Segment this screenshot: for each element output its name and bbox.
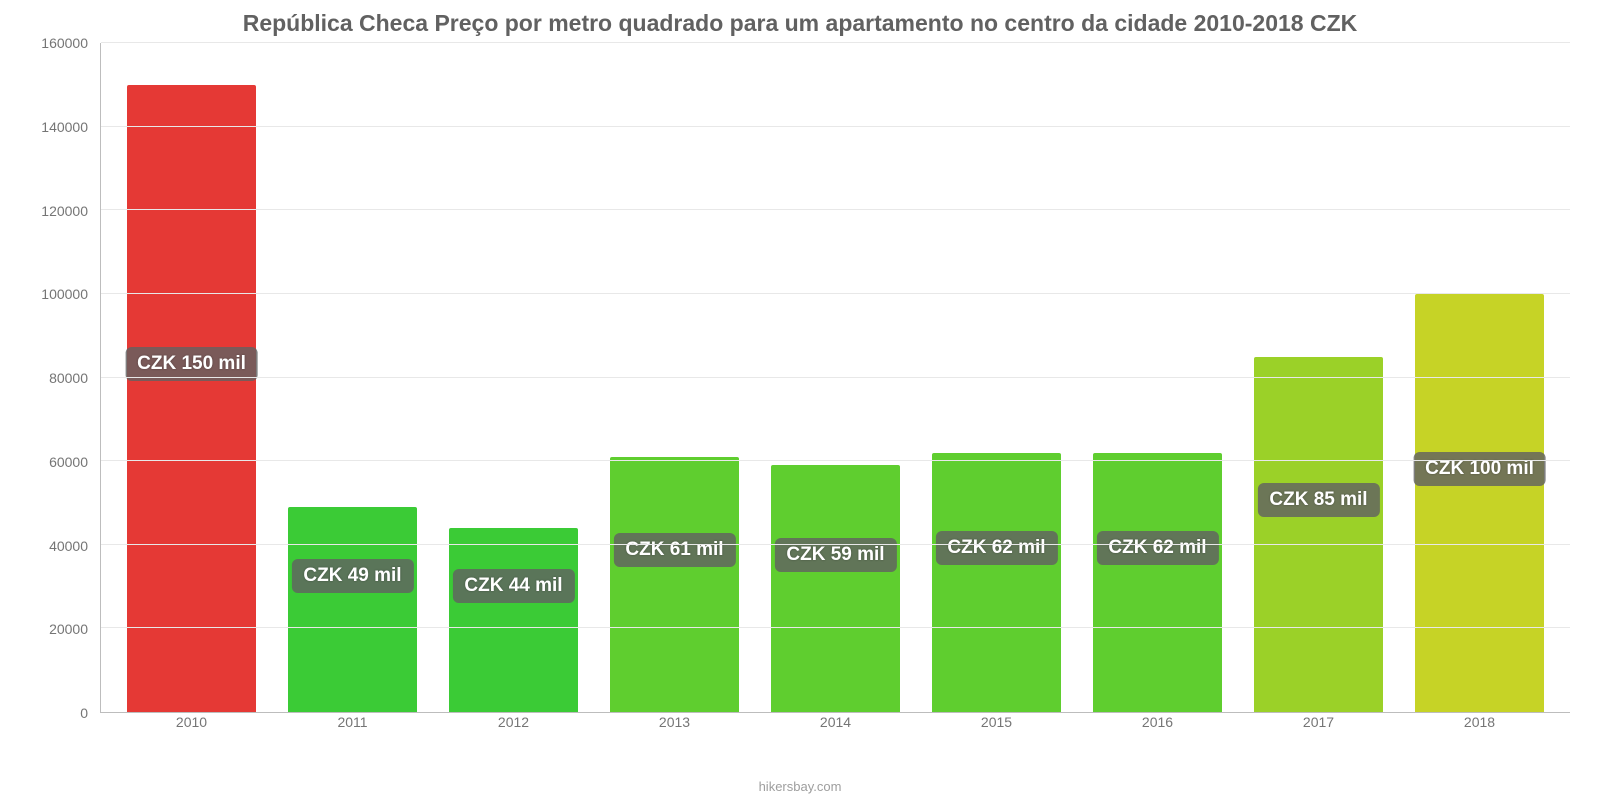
- bar-value-label: CZK 62 mil: [1096, 531, 1218, 565]
- bar-slot: CZK 49 mil: [272, 43, 433, 712]
- gridline: [101, 126, 1570, 127]
- x-tick: 2014: [755, 714, 916, 734]
- y-tick: 160000: [41, 35, 88, 51]
- gridline: [101, 42, 1570, 43]
- x-tick: 2018: [1399, 714, 1560, 734]
- plot-area: 0200004000060000800001000001200001400001…: [100, 43, 1570, 733]
- y-tick: 40000: [49, 538, 88, 554]
- bar: [288, 507, 417, 712]
- bar: [932, 453, 1061, 712]
- y-tick: 60000: [49, 454, 88, 470]
- gridline: [101, 293, 1570, 294]
- bar: [1415, 294, 1544, 712]
- bar-value-label: CZK 49 mil: [291, 559, 413, 593]
- chart-footer: hikersbay.com: [0, 779, 1600, 794]
- bar: [771, 465, 900, 712]
- bars-group: CZK 150 mil CZK 49 mil CZK 44 mil CZK 61 mi…: [101, 43, 1570, 712]
- gridline: [101, 377, 1570, 378]
- y-tick: 100000: [41, 286, 88, 302]
- chart-container: República Checa Preço por metro quadrado…: [0, 0, 1600, 800]
- bar-value-label: CZK 62 mil: [935, 531, 1057, 565]
- bar: [449, 528, 578, 712]
- bar-slot: CZK 62 mil: [916, 43, 1077, 712]
- x-tick: 2016: [1077, 714, 1238, 734]
- y-tick: 80000: [49, 370, 88, 386]
- x-tick: 2011: [272, 714, 433, 734]
- x-tick: 2017: [1238, 714, 1399, 734]
- x-tick: 2015: [916, 714, 1077, 734]
- y-tick: 120000: [41, 203, 88, 219]
- bar: [1093, 453, 1222, 712]
- bar-value-label: CZK 61 mil: [613, 533, 735, 567]
- bar: [127, 85, 256, 712]
- chart-title: República Checa Preço por metro quadrado…: [20, 10, 1580, 37]
- x-tick: 2013: [594, 714, 755, 734]
- bar-slot: CZK 100 mil: [1399, 43, 1560, 712]
- bar-slot: CZK 150 mil: [111, 43, 272, 712]
- bar: [610, 457, 739, 712]
- bar-value-label: CZK 59 mil: [774, 538, 896, 572]
- bar-slot: CZK 85 mil: [1238, 43, 1399, 712]
- x-tick: 2010: [111, 714, 272, 734]
- y-axis: 0200004000060000800001000001200001400001…: [20, 43, 94, 713]
- bar-value-label: CZK 100 mil: [1413, 452, 1546, 486]
- bar: [1254, 357, 1383, 712]
- x-axis: 201020112012201320142015201620172018: [101, 714, 1570, 734]
- gridline: [101, 460, 1570, 461]
- y-tick: 20000: [49, 621, 88, 637]
- bar-slot: CZK 44 mil: [433, 43, 594, 712]
- x-tick: 2012: [433, 714, 594, 734]
- gridline: [101, 209, 1570, 210]
- gridline: [101, 544, 1570, 545]
- gridline: [101, 627, 1570, 628]
- bar-slot: CZK 62 mil: [1077, 43, 1238, 712]
- y-tick: 140000: [41, 119, 88, 135]
- bar-value-label: CZK 44 mil: [452, 569, 574, 603]
- bar-slot: CZK 59 mil: [755, 43, 916, 712]
- y-tick: 0: [80, 705, 88, 721]
- plot: CZK 150 mil CZK 49 mil CZK 44 mil CZK 61 mi…: [100, 43, 1570, 713]
- bar-value-label: CZK 85 mil: [1257, 483, 1379, 517]
- bar-slot: CZK 61 mil: [594, 43, 755, 712]
